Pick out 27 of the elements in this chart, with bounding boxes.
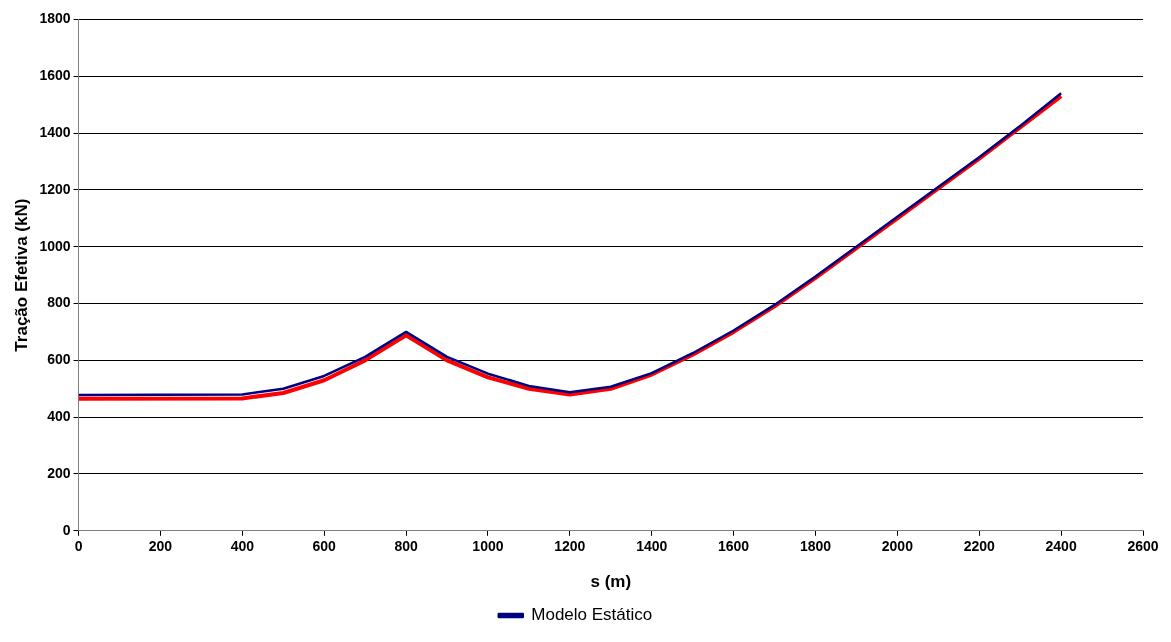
legend-label: Modelo Estático [531,605,653,625]
y-tick-label: 200 [47,464,71,481]
y-tick-label: 1000 [39,237,71,254]
x-tick-label: 600 [312,538,337,555]
y-tick-label: 1800 [39,10,71,27]
x-tick-label: 1400 [636,538,668,555]
y-tick-label: 600 [47,351,71,368]
y-tick-label: 800 [47,294,71,311]
y-tick-label: 1200 [39,180,71,197]
y-axis-title: Tração Efetiva (kN) [11,198,31,352]
x-tick-label: 0 [74,538,83,555]
x-tick-label: 1600 [718,538,750,555]
x-tick-label: 1000 [472,538,504,555]
x-tick-label: 1800 [799,538,832,555]
x-tick-label: 800 [394,538,418,555]
x-tick-label: 400 [230,538,255,555]
x-tick-label: 200 [148,538,173,555]
y-tick-label: 1600 [39,67,71,84]
y-tick-label: 400 [47,408,71,425]
x-axis-title: s (m) [590,572,632,592]
x-tick-label: 2600 [1127,538,1159,555]
x-tick-label: 2400 [1045,538,1077,555]
x-tick-label: 2200 [963,538,996,555]
x-tick-label: 1200 [554,538,586,555]
y-tick-label: 0 [62,521,71,538]
x-tick-label: 2000 [881,538,914,555]
y-tick-label: 1400 [39,123,71,140]
